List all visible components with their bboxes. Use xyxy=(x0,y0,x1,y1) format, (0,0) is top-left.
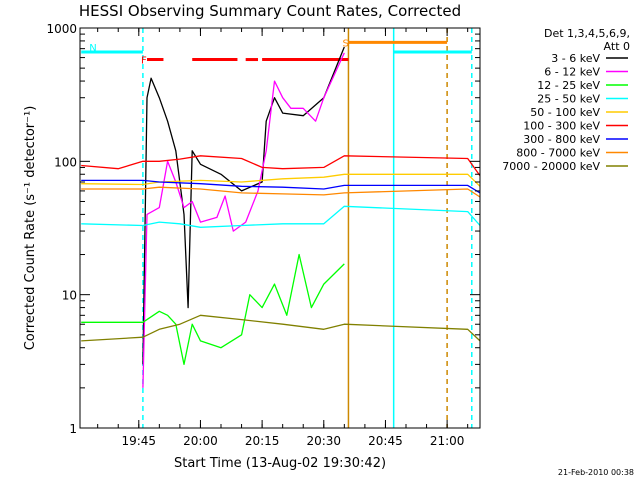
x-tick-label: 20:45 xyxy=(368,434,403,448)
legend-header-line-2: Att 0 xyxy=(604,40,630,53)
series-line xyxy=(81,179,481,194)
x-tick-label: 20:00 xyxy=(183,434,218,448)
legend-header-line-1: Det 1,3,4,5,6,9, xyxy=(544,27,630,40)
y-tick-label: 1000 xyxy=(46,22,77,36)
plot-frame xyxy=(79,27,481,429)
y-tick-label: 10 xyxy=(62,289,77,303)
axes: 19:45 20:00 20:15 20:30 20:45 21:00 1 10 100 1000 xyxy=(46,22,480,448)
x-axis-label: Start Time (13-Aug-02 19:30:42) xyxy=(174,456,386,471)
plot-lines: F N S xyxy=(81,28,481,428)
series-line xyxy=(81,173,481,187)
legend-entry-label: 50 - 100 keV xyxy=(530,106,600,119)
legend-entry-label: 7000 - 20000 keV xyxy=(502,160,600,173)
legend-entry-label: 12 - 25 keV xyxy=(537,79,600,92)
flag-label: S xyxy=(342,38,348,49)
footer-timestamp: 21-Feb-2010 00:38 xyxy=(558,468,634,477)
y-tick-label: 1 xyxy=(69,422,77,436)
x-tick-label: 20:15 xyxy=(245,434,280,448)
series-line xyxy=(142,46,345,365)
legend-entry-label: 6 - 12 keV xyxy=(544,66,600,79)
x-tick-label: 20:30 xyxy=(306,434,341,448)
series-line xyxy=(81,186,481,198)
legend-entry-label: 300 - 800 keV xyxy=(523,133,600,146)
chart-title: HESSI Observing Summary Count Rates, Cor… xyxy=(79,2,461,20)
flag-label: N xyxy=(89,43,96,54)
series-line xyxy=(81,314,481,342)
legend-entry-label: 3 - 6 keV xyxy=(551,52,600,65)
y-axis-label: Corrected Count Rate (s⁻¹ detector⁻¹) xyxy=(23,106,38,351)
legend-entry-label: 25 - 50 keV xyxy=(537,93,600,106)
legend-entry-label: 800 - 7000 keV xyxy=(516,147,600,160)
legend-entry-label: 100 - 300 keV xyxy=(523,120,600,133)
series-line xyxy=(81,155,481,177)
x-tick-label: 19:45 xyxy=(121,434,156,448)
series-line xyxy=(81,205,481,228)
y-tick-label: 100 xyxy=(54,155,77,169)
series-line xyxy=(81,253,345,366)
series-line xyxy=(142,52,345,388)
x-tick-label: 21:00 xyxy=(430,434,465,448)
flag-label: F xyxy=(141,56,147,67)
